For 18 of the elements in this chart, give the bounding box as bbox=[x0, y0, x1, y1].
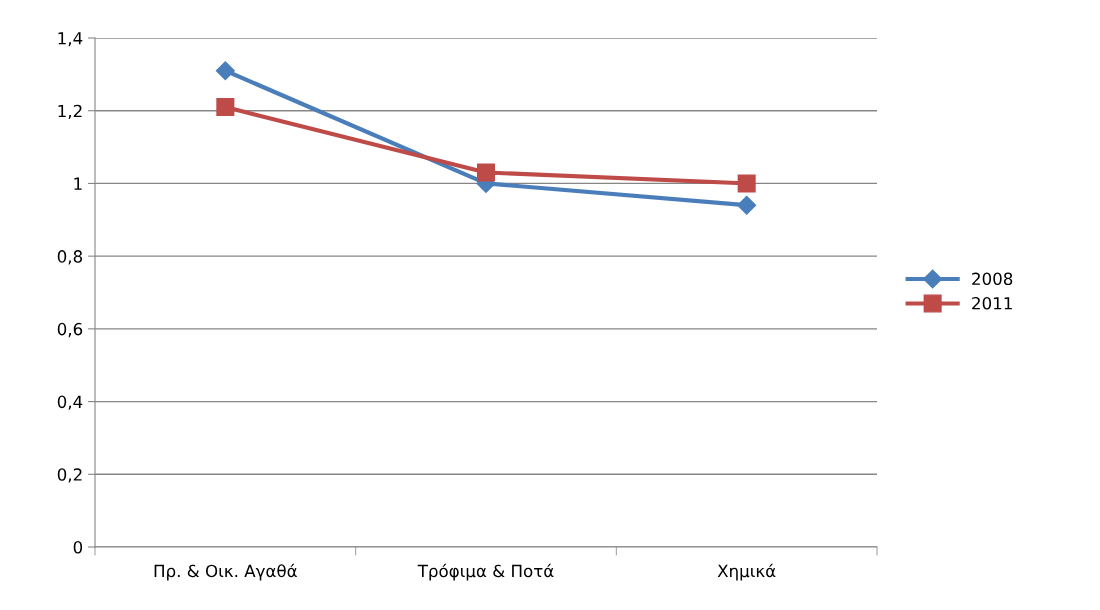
y-tick-label: 0,8 bbox=[57, 250, 83, 265]
x-tick-label: Πρ. & Οικ. Αγαθά bbox=[154, 563, 297, 581]
point bbox=[476, 163, 496, 182]
point bbox=[737, 174, 756, 193]
y-tick-label: 1,2 bbox=[58, 104, 82, 119]
legend-label: 2008 bbox=[972, 272, 1013, 286]
y-tick-label: 0,6 bbox=[57, 322, 83, 338]
y-tick-label: 1 bbox=[74, 177, 82, 190]
point bbox=[737, 195, 757, 215]
x-tick-label: Χημικά bbox=[717, 563, 776, 581]
y-tick-label: 0,4 bbox=[57, 395, 83, 410]
point bbox=[215, 61, 235, 81]
y-tick-label: 1,4 bbox=[58, 32, 83, 47]
x-tick-label: Τρόφιμα & Ποτά bbox=[417, 563, 554, 581]
y-tick-label: 0,2 bbox=[57, 468, 82, 483]
y-tick-label: 0 bbox=[73, 540, 83, 554]
point bbox=[216, 98, 235, 117]
legend-label: 2011 bbox=[972, 296, 1012, 310]
